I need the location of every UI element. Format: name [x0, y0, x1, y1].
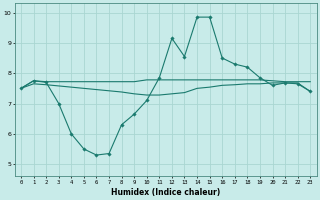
- X-axis label: Humidex (Indice chaleur): Humidex (Indice chaleur): [111, 188, 220, 197]
